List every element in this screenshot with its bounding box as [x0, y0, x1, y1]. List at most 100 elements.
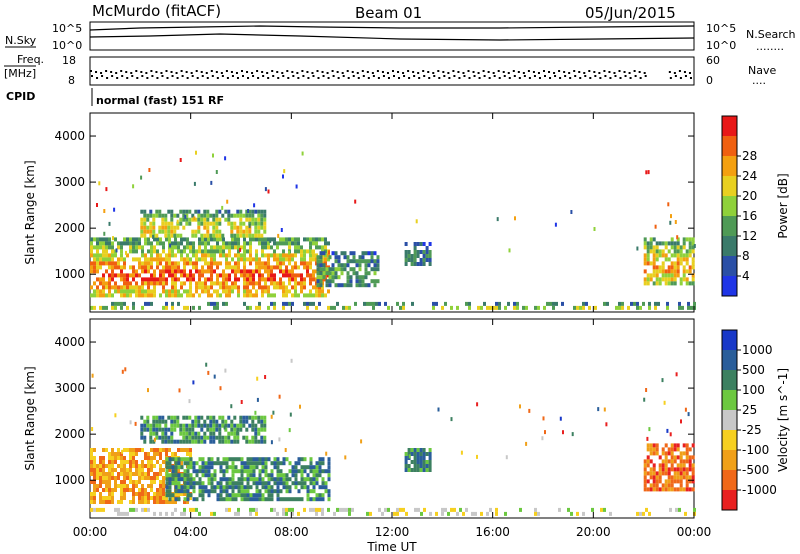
- echo-cell: [300, 261, 303, 266]
- freq-mark: [110, 71, 113, 73]
- echo-cell: [234, 481, 238, 486]
- echo-cell: [173, 225, 177, 230]
- echo-cell: [222, 237, 225, 242]
- nsky-label: N.Sky: [5, 34, 37, 47]
- echo-cell: [655, 245, 659, 250]
- echo-cell: [177, 245, 180, 250]
- echo-cell: [349, 259, 353, 264]
- echo-cell: [138, 492, 141, 496]
- echo-cell: [327, 507, 330, 512]
- echo-cell: [153, 480, 156, 484]
- freq-mark: [271, 70, 274, 72]
- echo-cell: [676, 253, 680, 258]
- echo-cell: [225, 241, 228, 246]
- freq-mark: [351, 71, 354, 73]
- echo-cell: [291, 241, 294, 246]
- echo-cell: [236, 431, 239, 436]
- echo-cell: [222, 301, 225, 306]
- echo-cell: [246, 477, 250, 482]
- echo-cell: [138, 464, 141, 468]
- echo-cell: [273, 257, 276, 262]
- echo-cell: [480, 511, 483, 516]
- echo-cell: [276, 241, 279, 246]
- echo-cell: [225, 293, 228, 298]
- echo-cell: [321, 293, 324, 298]
- echo-cell: [143, 213, 147, 218]
- echo-cell: [183, 249, 186, 254]
- echo-cell: [249, 511, 252, 516]
- echo-cell: [90, 468, 93, 472]
- freq-mark: [452, 70, 455, 72]
- echo-cell: [322, 263, 326, 268]
- nave-mark: [121, 75, 124, 77]
- echo-cell: [180, 253, 183, 258]
- echo-cell: [373, 267, 377, 272]
- echo-cell: [297, 237, 300, 242]
- echo-cell: [673, 261, 677, 266]
- echo-cell: [135, 289, 138, 294]
- echo-cell: [261, 265, 264, 270]
- echo-cell: [186, 461, 190, 466]
- echo-cell: [120, 285, 123, 290]
- echo-cell: [210, 265, 213, 270]
- echo-cell: [245, 229, 249, 234]
- echo-cell: [186, 477, 190, 482]
- echo-cell: [156, 265, 159, 270]
- echo-cell: [165, 293, 168, 298]
- echo-cell: [153, 293, 156, 298]
- echo-cell: [289, 412, 292, 417]
- echo-cell: [246, 493, 250, 498]
- echo-cell: [264, 281, 267, 286]
- echo-cell: [111, 496, 114, 500]
- echo-cell: [498, 305, 501, 310]
- echo-cell: [144, 261, 147, 266]
- echo-cell: [670, 443, 674, 448]
- nave-mark: [393, 75, 395, 77]
- station-title: McMurdo (fitACF): [92, 2, 221, 20]
- echo-cell: [255, 465, 259, 470]
- echo-cell: [282, 241, 285, 246]
- echo-cell: [185, 423, 189, 428]
- echo-cell: [213, 257, 216, 262]
- echo-cell: [93, 245, 96, 250]
- echo-cell: [558, 507, 561, 512]
- nave-mark: [347, 77, 350, 79]
- echo-cell: [691, 261, 695, 266]
- echo-cell: [264, 457, 268, 462]
- echo-cell: [147, 257, 150, 262]
- freq-mark: [220, 72, 223, 74]
- echo-cell: [655, 269, 659, 274]
- echo-cell: [251, 435, 255, 440]
- echo-cell: [254, 225, 258, 230]
- echo-cell: [93, 507, 96, 512]
- echo-cell: [234, 285, 237, 290]
- echo-cell: [228, 457, 232, 462]
- echo-cell: [91, 373, 94, 378]
- echo-cell: [559, 416, 562, 421]
- echo-cell: [111, 452, 114, 456]
- echo-cell: [93, 305, 96, 310]
- echo-cell: [108, 496, 111, 500]
- echo-cell: [309, 281, 312, 286]
- echo-cell: [183, 261, 186, 266]
- echo-cell: [658, 487, 662, 492]
- echo-cell: [373, 251, 377, 256]
- echo-cell: [334, 283, 338, 288]
- echo-cell: [156, 472, 159, 476]
- echo-cell: [141, 249, 144, 254]
- echo-cell: [661, 261, 665, 266]
- echo-cell: [93, 488, 96, 492]
- echo-cell: [170, 213, 174, 218]
- nave-mark: [448, 77, 451, 79]
- echo-cell: [143, 217, 147, 222]
- echo-cell: [230, 404, 233, 409]
- nave-mark: [418, 77, 421, 79]
- echo-cell: [153, 249, 156, 254]
- echo-cell: [179, 439, 183, 444]
- colorbar-tick-label: -25: [742, 423, 762, 437]
- echo-cell: [224, 209, 228, 214]
- echo-cell: [147, 472, 150, 476]
- echo-cell: [108, 488, 111, 492]
- echo-cell: [144, 241, 147, 246]
- echo-cell: [684, 511, 687, 516]
